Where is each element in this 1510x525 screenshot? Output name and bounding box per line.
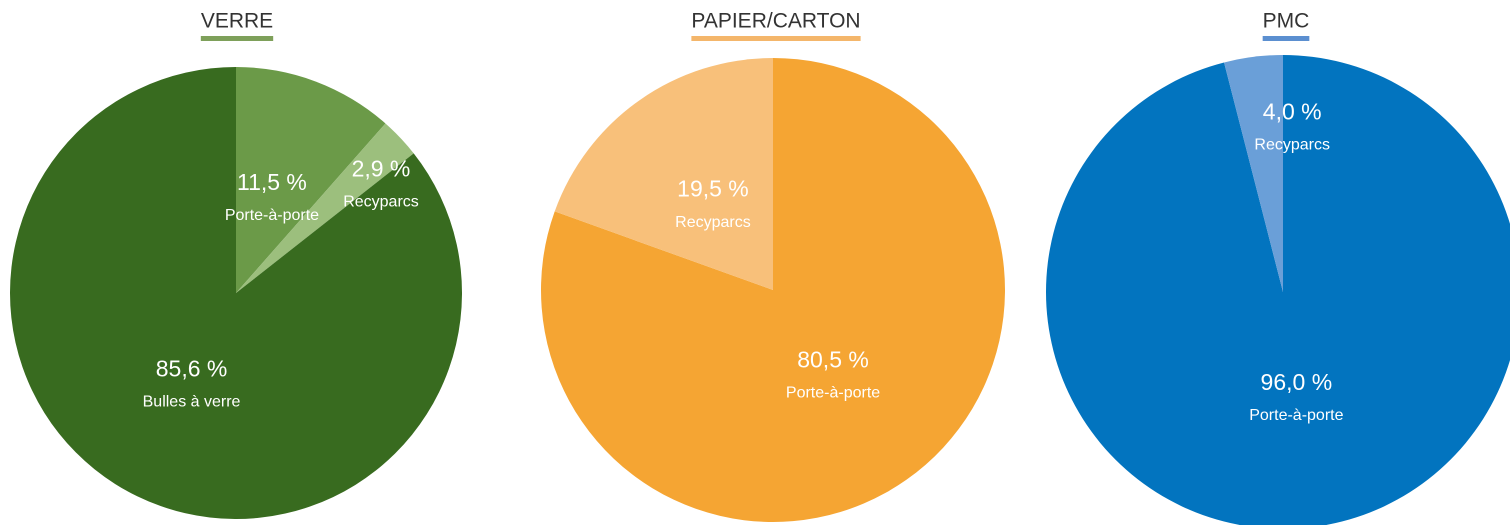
value-label: 11,5 % xyxy=(237,169,307,195)
pie-slice xyxy=(554,58,773,290)
pie-slice xyxy=(236,123,414,293)
title-underline xyxy=(691,36,861,41)
category-label: Recyparcs xyxy=(1254,137,1330,154)
value-label: 19,5 % xyxy=(677,176,749,202)
category-label: Recyparcs xyxy=(343,194,419,211)
title-underline xyxy=(1262,36,1310,41)
chart-title: PAPIER/CARTON xyxy=(691,10,860,33)
category-label: Porte-à-porte xyxy=(1249,407,1343,424)
pie-slice xyxy=(1046,55,1510,525)
pie-slice xyxy=(236,67,386,293)
category-label: Porte-à-porte xyxy=(786,385,880,402)
value-label: 80,5 % xyxy=(797,346,869,372)
category-label: Recyparcs xyxy=(675,214,751,231)
chart-title: VERRE xyxy=(201,10,273,33)
title-underline xyxy=(200,36,274,41)
value-label: 96,0 % xyxy=(1261,369,1333,395)
value-label: 85,6 % xyxy=(156,356,228,382)
category-label: Bulles à verre xyxy=(143,394,241,411)
category-label: Porte-à-porte xyxy=(225,207,319,224)
value-label: 2,9 % xyxy=(352,155,411,181)
pie-slice xyxy=(1224,55,1283,292)
value-label: 4,0 % xyxy=(1263,98,1322,124)
pie-slice xyxy=(9,67,462,519)
chart-title: PMC xyxy=(1263,10,1310,33)
